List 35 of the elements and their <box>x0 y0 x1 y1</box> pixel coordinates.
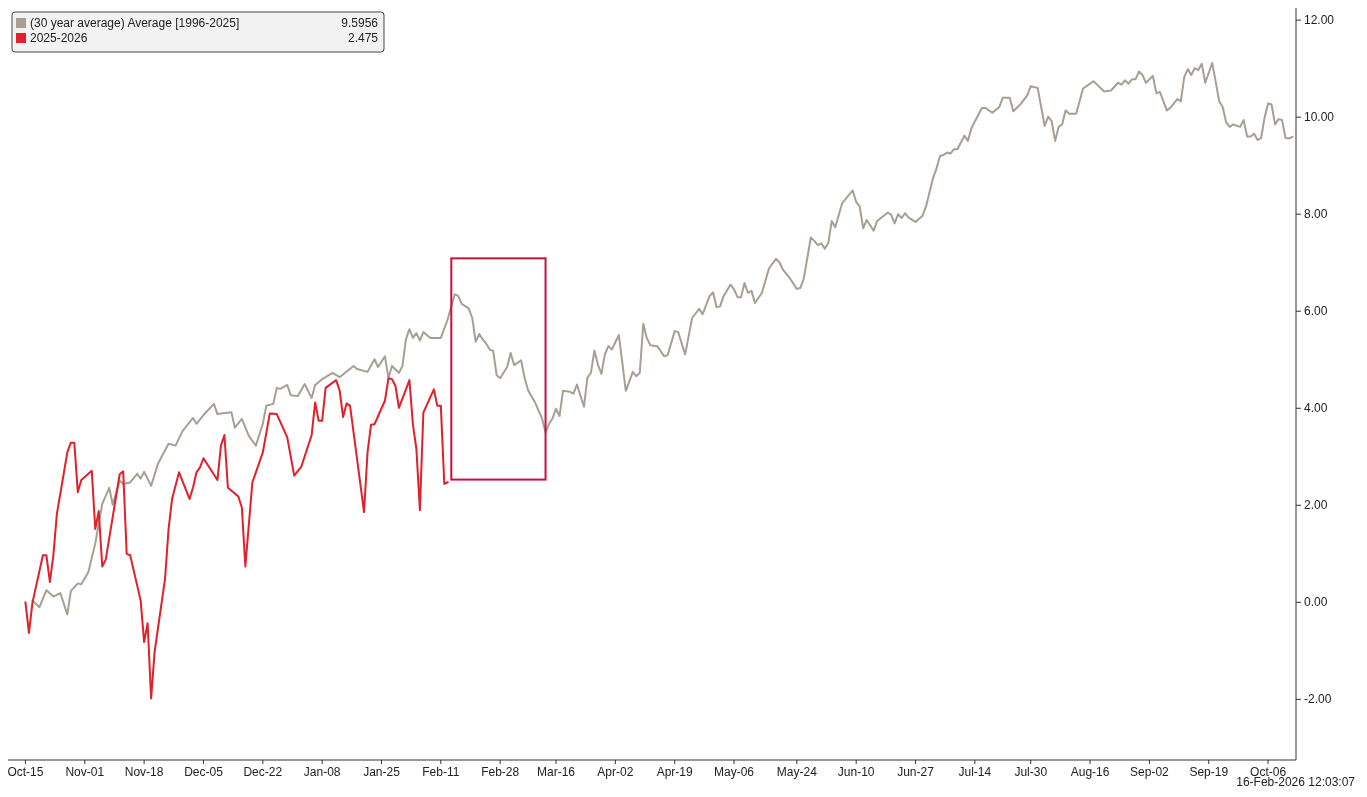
y-tick-label: 12.00 <box>1304 13 1335 28</box>
annotation: 9.5956 <box>341 16 379 30</box>
x-tick-label: Dec-22 <box>243 765 283 779</box>
x-tick-label: Apr-02 <box>597 765 634 779</box>
y-tick-label: 8.00 <box>1304 207 1328 222</box>
x-tick-label: Jul-14 <box>958 765 992 779</box>
x-tick-label: Sep-02 <box>1130 765 1170 779</box>
x-tick-label: Feb-11 <box>422 765 460 779</box>
x-tick-label: Jul-30 <box>1014 765 1048 779</box>
x-tick-label: Nov-01 <box>65 765 105 779</box>
y-tick-label: 0.00 <box>1304 595 1328 610</box>
x-tick-label: Feb-28 <box>481 765 520 779</box>
x-tick-label: Aug-16 <box>1070 765 1110 779</box>
annotation: 2.475 <box>347 31 379 45</box>
x-tick-label: Dec-05 <box>184 765 224 779</box>
y-tick-label: 2.00 <box>1304 498 1328 513</box>
x-tick-label: Mar-16 <box>537 765 576 779</box>
x-tick-label: Jun-27 <box>897 765 935 779</box>
x-tick-label: Oct-15 <box>7 765 44 779</box>
x-tick-label: Jun-10 <box>837 765 875 779</box>
y-tick-label: -2.00 <box>1304 692 1332 707</box>
line-series <box>24 377 449 700</box>
y-tick-label: 10.00 <box>1304 110 1335 125</box>
legend-label: (30 year average) Average [1996-2025] <box>30 16 240 30</box>
x-tick-label: May-24 <box>776 765 818 779</box>
x-tick-label: Jan-25 <box>363 765 401 779</box>
y-tick-label: 4.00 <box>1304 401 1328 416</box>
line-series <box>31 61 1294 616</box>
x-tick-label: Apr-19 <box>656 765 694 779</box>
x-tick-label: Sep-19 <box>1189 765 1229 779</box>
x-tick-label: Jan-08 <box>303 765 341 779</box>
x-tick-label: May-06 <box>714 765 755 779</box>
x-tick-label: Nov-18 <box>124 765 164 779</box>
y-tick-label: 6.00 <box>1304 304 1328 319</box>
legend-label: 2025-2026 <box>30 31 88 45</box>
